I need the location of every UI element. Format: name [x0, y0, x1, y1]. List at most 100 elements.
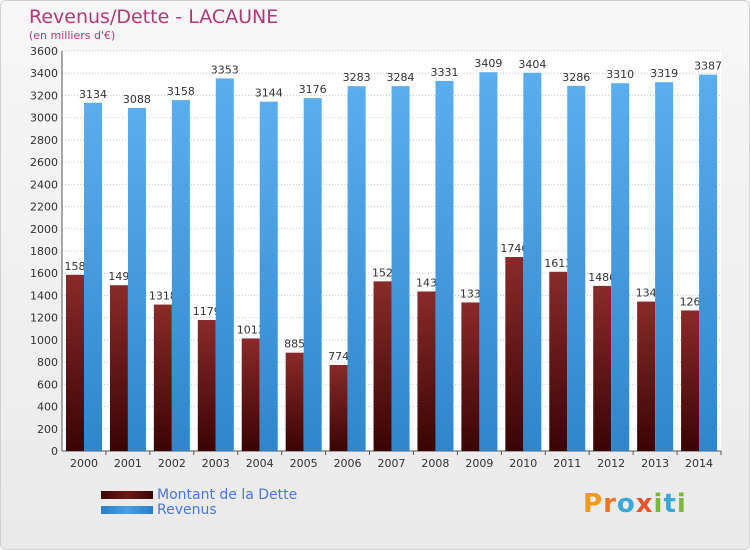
y-tick-label: 2000 — [30, 223, 58, 236]
legend: Montant de la Dette Revenus — [101, 486, 298, 518]
data-label-revenus: 3284 — [387, 71, 415, 84]
legend-label-revenus: Revenus — [157, 501, 217, 518]
bar-revenus — [259, 101, 278, 452]
bar-dette — [197, 320, 216, 451]
bar-dette — [637, 301, 656, 451]
logo-letter: P — [583, 489, 604, 519]
logo-letter: r — [603, 489, 617, 519]
legend-item-dette: Montant de la Dette — [101, 486, 298, 503]
data-label-revenus: 3404 — [518, 58, 546, 71]
x-tick-label: 2000 — [70, 457, 98, 470]
bar-dette — [461, 302, 480, 451]
y-tick-label: 1600 — [30, 267, 58, 280]
data-label-revenus: 3088 — [123, 93, 151, 106]
y-tick-label: 2600 — [30, 156, 58, 169]
bar-dette — [549, 271, 568, 451]
data-label-revenus: 3158 — [167, 85, 195, 98]
logo-letter: i — [653, 489, 664, 519]
legend-label-dette: Montant de la Dette — [157, 486, 298, 503]
legend-swatch-dette — [101, 490, 153, 499]
data-label-revenus: 3286 — [562, 71, 590, 84]
y-tick-label: 800 — [37, 356, 58, 369]
data-label-dette: 1013 — [237, 323, 265, 336]
logo-letter: x — [635, 489, 654, 519]
data-label-revenus: 3310 — [606, 68, 634, 81]
bar-dette — [66, 274, 84, 451]
y-tick-label: 2800 — [30, 134, 58, 147]
x-tick-label: 2011 — [553, 457, 581, 470]
chart-subtitle: (en milliers d'€) — [29, 29, 116, 42]
x-tick-label: 2008 — [421, 457, 449, 470]
bar-revenus — [611, 83, 630, 451]
y-tick-label: 3000 — [30, 112, 58, 125]
y-tick-label: 3400 — [30, 67, 58, 80]
y-tick-label: 1000 — [30, 334, 58, 347]
bar-revenus — [699, 74, 718, 452]
data-label-revenus: 3331 — [430, 66, 458, 79]
legend-item-revenus: Revenus — [101, 501, 297, 518]
bar-dette — [373, 281, 392, 451]
data-label-revenus: 3144 — [255, 87, 283, 100]
y-tick-label: 2400 — [30, 178, 58, 191]
data-label-revenus: 3353 — [211, 63, 239, 76]
data-label-dette: 143 — [416, 276, 437, 289]
data-label-revenus: 3176 — [299, 83, 327, 96]
logo-letter: t — [663, 489, 677, 519]
x-tick-label: 2005 — [290, 457, 318, 470]
data-label-dette: 149 — [108, 270, 129, 283]
bar-dette — [109, 285, 128, 451]
data-label-dette: 1179 — [193, 305, 221, 318]
logo-letter: i — [676, 489, 687, 519]
y-tick-label: 200 — [37, 423, 58, 436]
bar-revenus — [435, 80, 454, 451]
data-label-dette: 1318 — [149, 290, 177, 303]
bar-revenus — [347, 86, 366, 451]
y-tick-label: 1400 — [30, 289, 58, 302]
x-tick-label: 2007 — [378, 457, 406, 470]
data-label-dette: 158 — [65, 260, 86, 273]
bar-revenus — [303, 98, 322, 451]
bar-dette — [285, 352, 304, 451]
y-tick-label: 0 — [51, 445, 58, 458]
data-label-dette: 134 — [636, 287, 657, 300]
data-label-revenus: 3409 — [474, 57, 502, 70]
bar-dette — [505, 257, 524, 451]
x-tick-label: 2010 — [509, 457, 537, 470]
x-tick-label: 2002 — [158, 457, 186, 470]
y-tick-label: 1800 — [30, 245, 58, 258]
y-tick-label: 3200 — [30, 89, 58, 102]
x-tick-label: 2012 — [597, 457, 625, 470]
chart-title: Revenus/Dette - LACAUNE — [29, 6, 279, 28]
bar-dette — [593, 285, 612, 451]
bar-dette — [681, 310, 700, 451]
x-tick-label: 2004 — [246, 457, 274, 470]
data-label-dette: 126 — [680, 295, 701, 308]
x-tick-label: 2009 — [465, 457, 493, 470]
y-tick-label: 3600 — [30, 45, 58, 58]
data-label-dette: 152 — [372, 266, 393, 279]
data-label-dette: 1486 — [588, 271, 616, 284]
y-tick-label: 400 — [37, 401, 58, 414]
data-label-revenus: 3134 — [79, 88, 107, 101]
data-label-dette: 885 — [284, 338, 305, 351]
x-tick-label: 2013 — [641, 457, 669, 470]
y-tick-label: 1200 — [30, 312, 58, 325]
logo-letter: o — [616, 489, 636, 519]
x-tick-label: 2006 — [334, 457, 362, 470]
proxiti-logo: Proxiti — [583, 489, 687, 519]
x-tick-label: 2003 — [202, 457, 230, 470]
y-tick-label: 600 — [37, 378, 58, 391]
bar-dette — [153, 304, 172, 451]
bar-revenus — [215, 78, 234, 451]
bar-revenus — [567, 85, 586, 451]
bar-dette — [329, 365, 348, 451]
data-label-dette: 774 — [328, 350, 349, 363]
data-label-dette: 1746 — [500, 242, 528, 255]
x-tick-label: 2001 — [114, 457, 142, 470]
x-tick-label: 2014 — [685, 457, 713, 470]
data-label-revenus: 3319 — [650, 67, 678, 80]
bar-revenus — [479, 72, 498, 451]
y-tick-label: 2200 — [30, 201, 58, 214]
data-label-revenus: 3283 — [343, 71, 371, 84]
